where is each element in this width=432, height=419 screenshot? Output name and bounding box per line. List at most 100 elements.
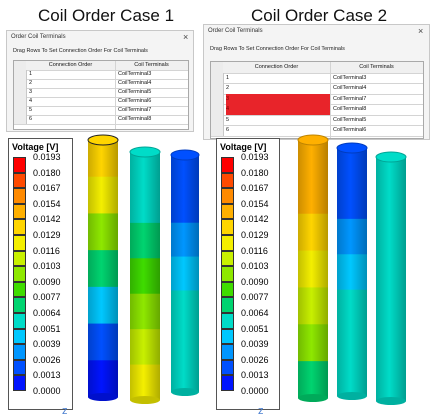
- coil-segment: [298, 213, 328, 252]
- coil-segment: [337, 183, 367, 220]
- header-connection-order[interactable]: Connection Order: [223, 62, 330, 73]
- table-row[interactable]: 3 CoilTerminal5: [14, 88, 188, 98]
- coil-segment: [376, 366, 406, 402]
- legend-value-label: 0.0193: [241, 152, 269, 162]
- table-header-row: Connection Order Coil Terminals: [211, 62, 423, 74]
- legend-color-swatch: [13, 266, 26, 282]
- legend-value-label: 0.0090: [241, 276, 269, 287]
- legend-color-swatch: [13, 375, 26, 391]
- coil-segment: [171, 256, 199, 291]
- legend-value-label: 0.0129: [241, 230, 269, 240]
- coil-top-cap: [336, 142, 368, 154]
- legend-color-swatch: [221, 344, 234, 360]
- legend-value-label: 0.0077: [241, 292, 269, 303]
- coil-segment: [337, 289, 367, 326]
- row-drag-handle[interactable]: [211, 83, 224, 94]
- legend-value-label: 0.0051: [241, 323, 269, 334]
- dialog-instruction: Drag Rows To Set Connection Order For Co…: [210, 46, 345, 52]
- connection-order-cell: 1: [226, 74, 230, 81]
- table-row[interactable]: 4 CoilTerminal8: [211, 104, 423, 116]
- legend-color-swatch: [221, 328, 234, 345]
- table-row[interactable]: 1 CoilTerminal3: [211, 72, 423, 84]
- legend-color-swatch: [221, 235, 234, 251]
- axis-z-marker: z: [258, 405, 264, 417]
- legend-value-label: 0.0180: [241, 167, 269, 178]
- close-icon[interactable]: ×: [183, 32, 189, 42]
- coil-segment: [298, 324, 328, 362]
- table-row[interactable]: 4 CoilTerminal6: [14, 97, 188, 107]
- coil-terminal-cell: CoilTerminal7: [118, 107, 152, 113]
- legend-color-swatch: [221, 266, 234, 282]
- connection-order-cell: 1: [29, 71, 33, 77]
- coil-segment: [130, 222, 160, 259]
- legend-value-label: 0.0193: [33, 152, 61, 162]
- connection-order-cell: 2: [29, 80, 33, 86]
- legend-color-swatch: [13, 235, 26, 251]
- coil-top-cap: [87, 134, 119, 146]
- connection-order-cell: 6: [29, 116, 33, 122]
- connection-order-cell: 5: [226, 116, 230, 123]
- table-row[interactable]: 6 CoilTerminal8: [14, 115, 188, 125]
- row-drag-handle[interactable]: [14, 106, 27, 115]
- connection-order-cell: 2: [226, 85, 230, 91]
- coil-terminal-cell: CoilTerminal4: [333, 85, 367, 91]
- legend-value-label: 0.0090: [33, 276, 61, 287]
- row-drag-handle[interactable]: [14, 79, 27, 88]
- row-drag-handle[interactable]: [14, 115, 27, 124]
- coil-segment: [171, 324, 199, 359]
- legend-color-swatch: [221, 219, 234, 235]
- table-row[interactable]: 5 CoilTerminal7: [14, 106, 188, 116]
- coil-segment: [130, 329, 160, 366]
- coil-segment: [88, 323, 118, 361]
- header-connection-order[interactable]: Connection Order: [26, 61, 115, 70]
- coil-segment: [171, 188, 199, 224]
- row-drag-handle[interactable]: [14, 97, 27, 106]
- legend-value-label: 0.0103: [241, 261, 269, 272]
- connection-order-cell: 4: [226, 104, 330, 115]
- coil-cylinder-case2-2: [336, 142, 368, 400]
- coil-terminal-cell: CoilTerminal8: [118, 116, 152, 122]
- coil-segment: [298, 176, 328, 215]
- legend-color-swatch: [13, 359, 26, 376]
- legend-color-swatch: [13, 203, 26, 220]
- axis-z-marker: z: [62, 405, 68, 417]
- coil-segment: [298, 250, 328, 288]
- legend-value-label: 0.0077: [33, 292, 61, 303]
- row-drag-handle[interactable]: [14, 70, 27, 79]
- table-row[interactable]: 1 CoilTerminal3: [14, 70, 188, 80]
- legend-color-swatch: [13, 172, 26, 189]
- table-row[interactable]: 5 CoilTerminal5: [211, 114, 423, 126]
- header-coil-terminals[interactable]: Coil Terminals: [330, 62, 423, 73]
- coil-segment: [298, 287, 328, 325]
- dialog-title: Order Coil Terminals: [208, 28, 263, 34]
- coil-terminal-cell: CoilTerminal5: [118, 89, 152, 95]
- coil-terminal-cell: CoilTerminal6: [118, 98, 152, 104]
- row-drag-handle[interactable]: [14, 88, 27, 97]
- table-header-row: Connection Order Coil Terminals: [14, 61, 188, 71]
- legend-value-label: 0.0026: [33, 354, 61, 365]
- legend-value-label: 0.0154: [241, 198, 269, 209]
- header-coil-terminals[interactable]: Coil Terminals: [115, 61, 188, 70]
- legend-value-label: 0.0064: [33, 308, 61, 318]
- coil-terminal-cell: CoilTerminal8: [333, 106, 367, 112]
- row-drag-handle[interactable]: [211, 104, 224, 115]
- legend-color-swatch: [221, 203, 234, 220]
- row-drag-handle[interactable]: [211, 125, 224, 136]
- legend-value-label: 0.0116: [33, 245, 60, 256]
- row-drag-handle[interactable]: [211, 72, 224, 83]
- coil-segment: [171, 358, 199, 393]
- coil-terminal-cell: CoilTerminal3: [333, 74, 367, 81]
- legend-color-swatch: [221, 188, 234, 204]
- coil-terminal-cell: CoilTerminal3: [118, 71, 152, 77]
- legend-value-label: 0.0129: [33, 230, 61, 240]
- legend-value-label: 0.0167: [33, 183, 61, 194]
- coil-terminal-cell: CoilTerminal5: [333, 116, 367, 123]
- coil-segment: [337, 360, 367, 397]
- connection-order-cell: 4: [29, 98, 33, 104]
- legend-color-swatch: [221, 313, 234, 329]
- table-row[interactable]: 2 CoilTerminal4: [14, 79, 188, 89]
- close-icon[interactable]: ×: [418, 26, 424, 36]
- legend-value-label: 0.0013: [241, 370, 269, 381]
- row-drag-handle[interactable]: [211, 114, 224, 125]
- row-drag-handle[interactable]: [211, 93, 224, 104]
